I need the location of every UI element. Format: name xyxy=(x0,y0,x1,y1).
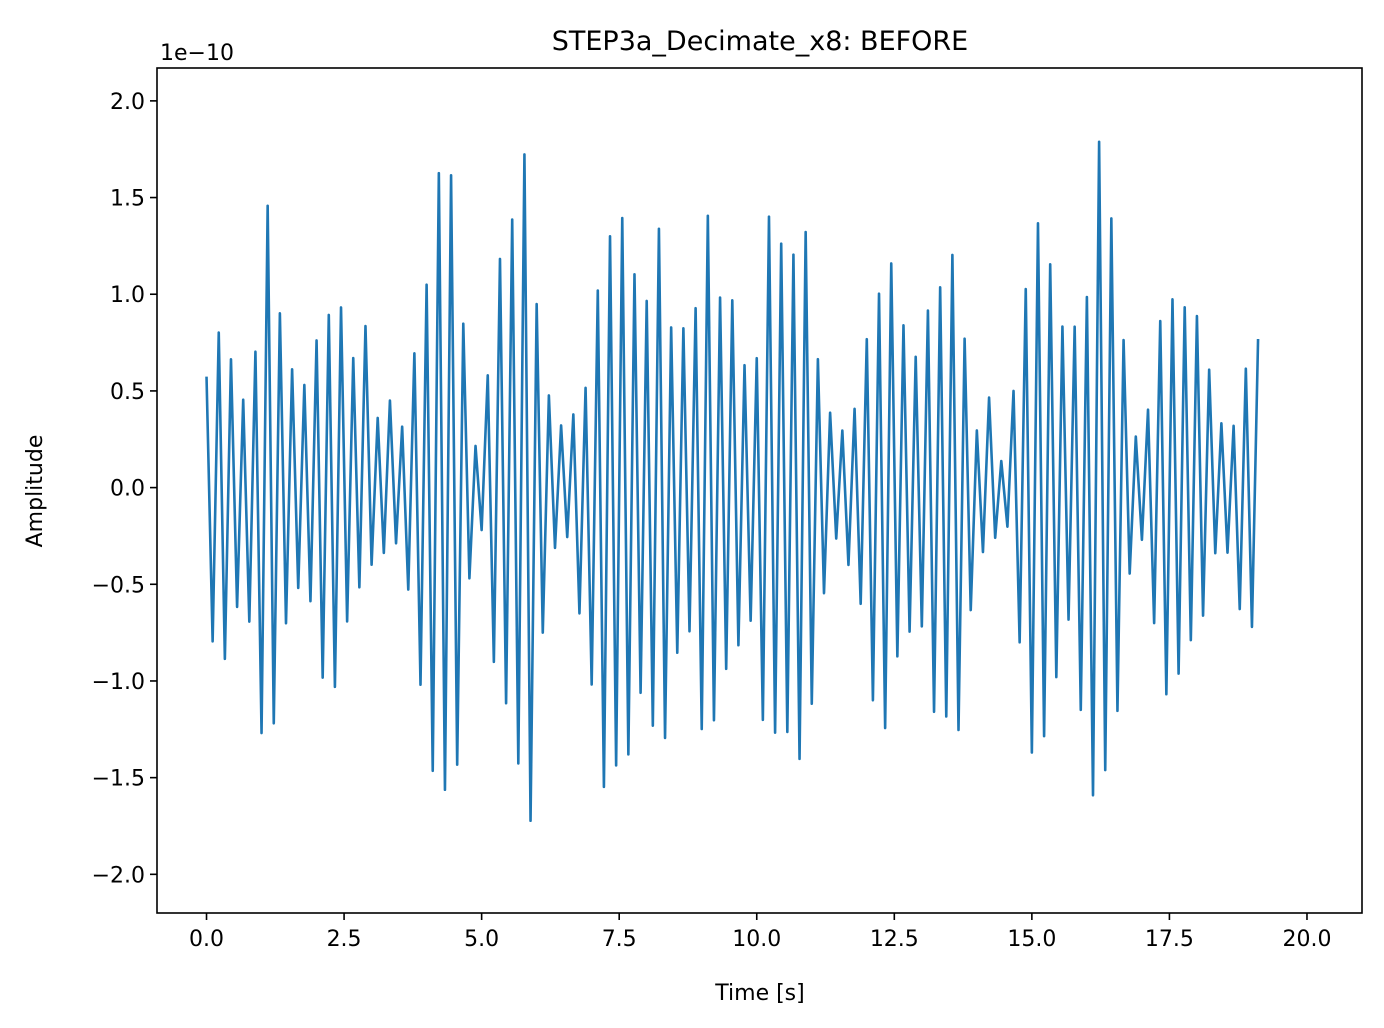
y-tick-label: 1.0 xyxy=(110,283,145,308)
y-tick-label: 0.0 xyxy=(110,477,145,502)
x-axis-ticks: 0.0 2.5 5.0 7.5 10.0 12.5 15.0 17.5 20.0 xyxy=(189,913,1331,952)
x-tick-label: 5.0 xyxy=(464,927,499,952)
y-tick-label: 2.0 xyxy=(110,90,145,115)
x-tick-label: 7.5 xyxy=(602,927,637,952)
x-tick-label: 10.0 xyxy=(732,927,781,952)
x-tick-label: 20.0 xyxy=(1282,927,1331,952)
plot-frame xyxy=(156,67,1363,914)
y-offset-label: 1e−10 xyxy=(160,41,234,66)
x-tick-label: 17.5 xyxy=(1145,927,1194,952)
x-tick-label: 0.0 xyxy=(189,927,224,952)
series-line-amplitude xyxy=(205,140,1260,822)
y-tick-label: −0.5 xyxy=(92,573,145,598)
y-tick-label: 1.5 xyxy=(110,187,145,212)
y-axis-ticks: −2.0 −1.5 −1.0 −0.5 0.0 0.5 1.0 1.5 2.0 xyxy=(92,90,157,888)
x-tick-label: 2.5 xyxy=(327,927,362,952)
y-axis-label: Amplitude xyxy=(23,435,48,548)
y-tick-label: −1.5 xyxy=(92,767,145,792)
chart-title: STEP3a_Decimate_x8: BEFORE xyxy=(552,26,969,57)
series-layer xyxy=(205,140,1260,822)
x-axis-label: Time [s] xyxy=(714,981,804,1006)
x-tick-label: 12.5 xyxy=(870,927,919,952)
y-tick-label: −1.0 xyxy=(92,670,145,695)
y-tick-label: −2.0 xyxy=(92,863,145,888)
y-tick-label: 0.5 xyxy=(110,380,145,405)
x-tick-label: 15.0 xyxy=(1007,927,1056,952)
